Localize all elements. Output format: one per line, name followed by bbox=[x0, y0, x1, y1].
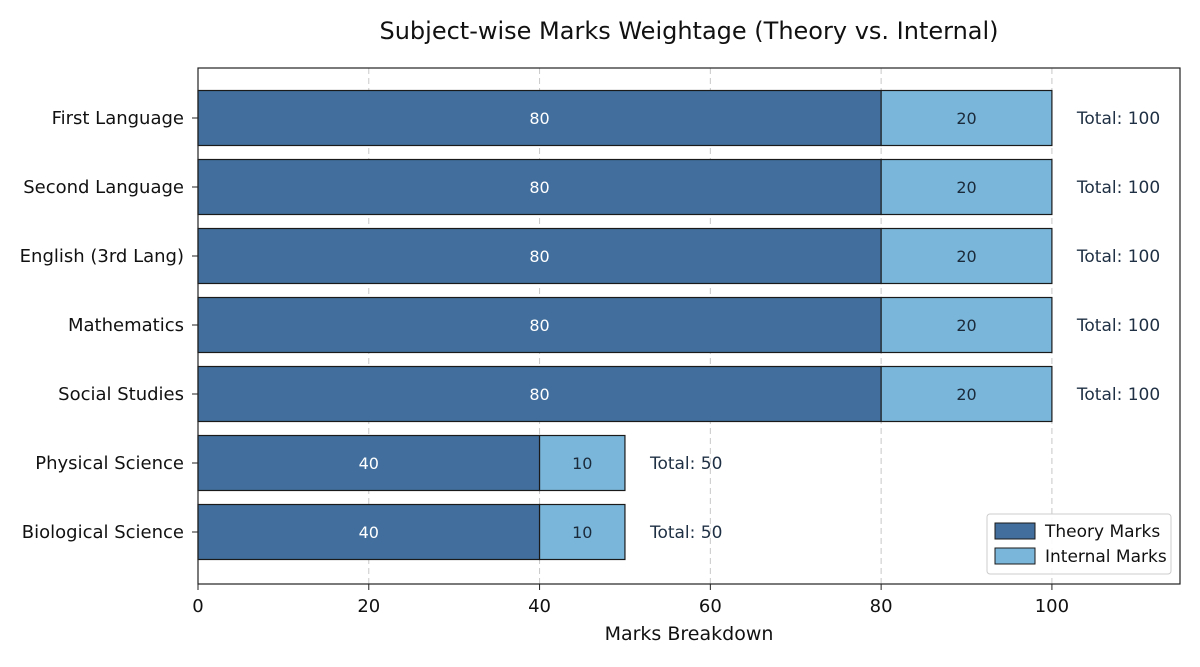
x-tick-label: 60 bbox=[699, 596, 722, 617]
total-label: Total: 50 bbox=[649, 523, 722, 543]
legend-swatch bbox=[994, 522, 1036, 540]
bar-theory bbox=[197, 158, 882, 216]
bar-internal bbox=[880, 227, 1053, 285]
bar-value-label: 80 bbox=[529, 109, 549, 128]
total-label: Total: 100 bbox=[1076, 247, 1160, 267]
bar-internal bbox=[880, 365, 1053, 423]
total-label: Total: 100 bbox=[1076, 178, 1160, 198]
bar-value-label: 40 bbox=[359, 454, 379, 473]
bar-internal bbox=[538, 503, 626, 561]
total-label: Total: 100 bbox=[1076, 316, 1160, 336]
bar-value-label: 80 bbox=[529, 247, 549, 266]
bar-theory bbox=[197, 296, 882, 354]
bar-value-label: 20 bbox=[956, 385, 976, 404]
plot-frame bbox=[197, 67, 1181, 585]
bar-internal bbox=[538, 434, 626, 492]
bar-theory bbox=[197, 89, 882, 147]
x-axis-title: Marks Breakdown bbox=[605, 623, 774, 645]
category-label: Mathematics bbox=[68, 315, 184, 336]
bar-value-label: 20 bbox=[956, 109, 976, 128]
category-label: Second Language bbox=[23, 177, 184, 198]
category-label: First Language bbox=[52, 108, 184, 129]
bar-theory bbox=[197, 365, 882, 423]
bar-internal bbox=[880, 158, 1053, 216]
x-tick-label: 20 bbox=[357, 596, 380, 617]
x-tick-label: 80 bbox=[870, 596, 893, 617]
bar-internal bbox=[880, 89, 1053, 147]
bar-value-label: 10 bbox=[572, 454, 592, 473]
chart-title: Subject-wise Marks Weightage (Theory vs.… bbox=[379, 17, 998, 45]
x-axis-ticks: 0 20 40 60 80 100 bbox=[192, 584, 1069, 617]
bar-internal bbox=[880, 296, 1053, 354]
category-label: Physical Science bbox=[35, 453, 184, 474]
x-tick-label: 100 bbox=[1035, 596, 1069, 617]
bars: 80 20 Total: 100 80 20 Total: 100 80 20 Total: 1… bbox=[197, 89, 1160, 561]
legend-label: Internal Marks bbox=[1045, 547, 1167, 567]
category-label: Biological Science bbox=[22, 522, 184, 543]
x-tick-label: 0 bbox=[192, 596, 203, 617]
legend: Theory Marks Internal Marks bbox=[986, 513, 1172, 575]
bar-value-label: 80 bbox=[529, 178, 549, 197]
bar-value-label: 80 bbox=[529, 385, 549, 404]
total-label: Total: 50 bbox=[649, 454, 722, 474]
bar-theory bbox=[197, 227, 882, 285]
category-labels: First Language Second Language English (3r… bbox=[20, 108, 198, 543]
grid-lines bbox=[368, 68, 1053, 584]
bar-value-label: 20 bbox=[956, 178, 976, 197]
total-label: Total: 100 bbox=[1076, 385, 1160, 405]
bar-value-label: 40 bbox=[359, 523, 379, 542]
x-tick-label: 40 bbox=[528, 596, 551, 617]
legend-swatch bbox=[994, 547, 1036, 565]
total-label: Total: 100 bbox=[1076, 109, 1160, 129]
category-label: Social Studies bbox=[58, 384, 184, 405]
bar-value-label: 20 bbox=[956, 316, 976, 335]
bar-value-label: 80 bbox=[529, 316, 549, 335]
bar-theory bbox=[197, 434, 541, 492]
bar-value-label: 10 bbox=[572, 523, 592, 542]
bar-theory bbox=[197, 503, 541, 561]
legend-label: Theory Marks bbox=[1044, 522, 1160, 542]
category-label: English (3rd Lang) bbox=[20, 246, 184, 267]
bar-value-label: 20 bbox=[956, 247, 976, 266]
